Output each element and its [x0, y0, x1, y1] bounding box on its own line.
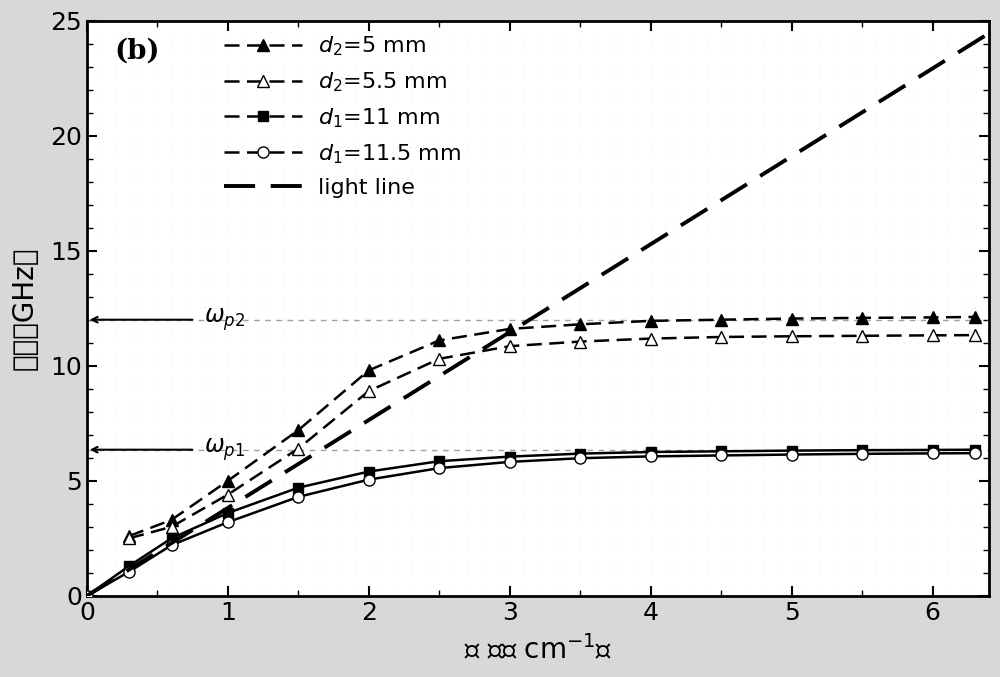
Text: $\omega_{p1}$: $\omega_{p1}$ [204, 437, 245, 463]
light line [618, 257, 630, 265]
light line [841, 118, 853, 126]
Text: (b): (b) [114, 38, 160, 65]
Line: light line: light line [87, 33, 989, 596]
Y-axis label: 频率（GHz）: 频率（GHz） [11, 246, 39, 370]
Legend: $d_2$=5 mm, $d_2$=5.5 mm, $d_1$=11 mm, $d_1$=11.5 mm, light line: $d_2$=5 mm, $d_2$=5.5 mm, $d_1$=11 mm, $… [224, 35, 461, 198]
light line [633, 248, 645, 256]
light line [898, 82, 910, 90]
X-axis label: 波 数（ cm$^{-1}$）: 波 数（ cm$^{-1}$） [464, 636, 612, 666]
Text: $\omega_{p2}$: $\omega_{p2}$ [204, 307, 245, 333]
light line [615, 259, 627, 267]
light line [983, 29, 995, 37]
light line [81, 592, 93, 600]
light line [84, 590, 96, 598]
